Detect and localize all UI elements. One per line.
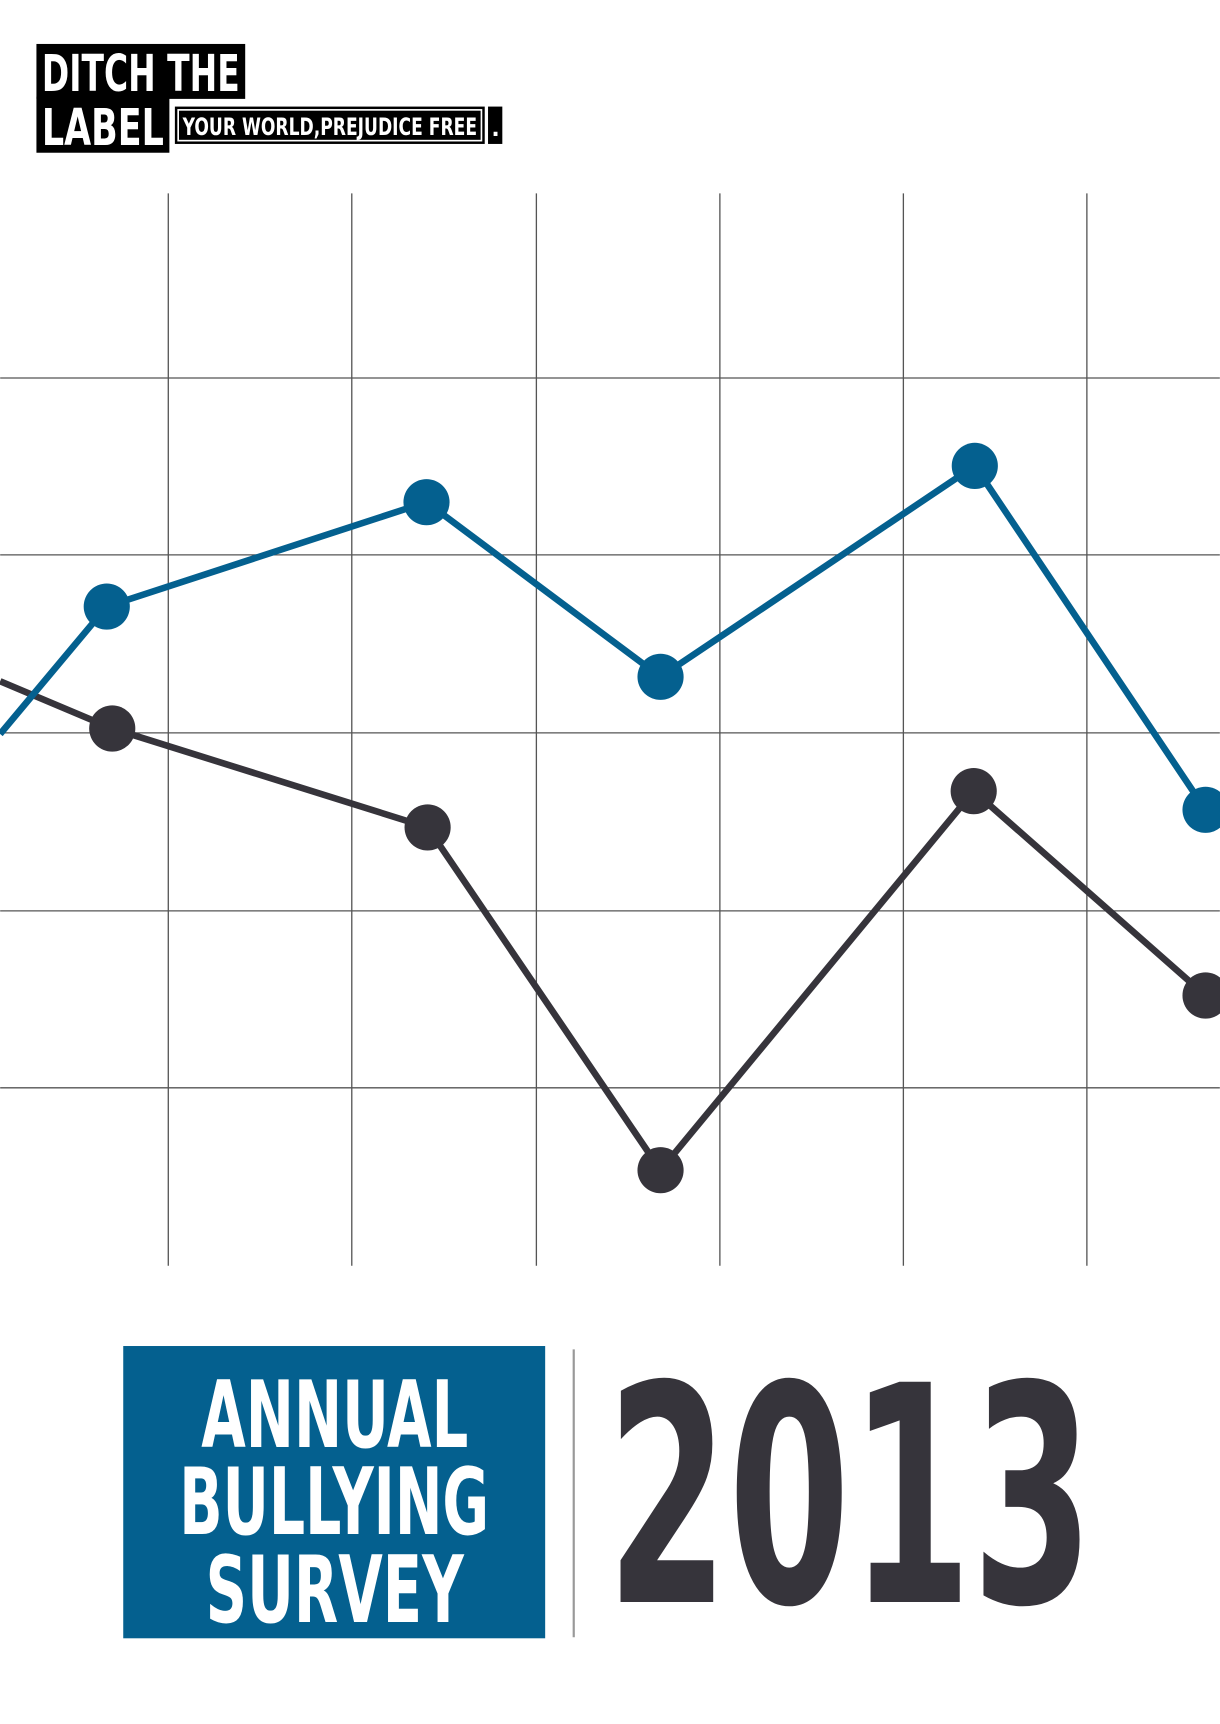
tagline-box bbox=[174, 106, 485, 144]
dot bbox=[83, 583, 130, 630]
tagline: YOUR WORLD,PREJUDICE FREE bbox=[182, 113, 477, 141]
title-box bbox=[123, 1346, 546, 1639]
dot bbox=[89, 705, 136, 752]
tagline-border bbox=[177, 109, 483, 142]
dot bbox=[951, 442, 998, 489]
dot bbox=[637, 653, 684, 700]
logo-line: DITCH THE bbox=[42, 44, 240, 103]
logo-box bbox=[36, 96, 170, 153]
grid bbox=[0, 193, 1220, 1266]
decor-line-blue bbox=[0, 442, 1220, 833]
title-line: BULLYING bbox=[179, 1448, 489, 1556]
dot bbox=[403, 479, 450, 526]
title-line: SURVEY bbox=[206, 1536, 465, 1644]
logo-mark-box bbox=[488, 106, 503, 144]
line bbox=[0, 461, 1209, 812]
title-line: ANNUAL bbox=[201, 1361, 468, 1469]
logo-line: LABEL bbox=[42, 98, 164, 157]
decor-line-dark bbox=[0, 678, 1220, 1194]
dot bbox=[950, 768, 997, 815]
logo-mark: . bbox=[491, 117, 499, 142]
dot bbox=[637, 1147, 684, 1194]
dot bbox=[1182, 972, 1220, 1019]
logo-box bbox=[36, 43, 246, 99]
dot bbox=[404, 804, 451, 851]
line bbox=[0, 678, 1208, 1176]
logo: DITCH THE LABEL YOUR WORLD,PREJUDICE FRE… bbox=[36, 43, 503, 157]
dot bbox=[1182, 786, 1220, 833]
year: 2013 bbox=[607, 1323, 1094, 1674]
